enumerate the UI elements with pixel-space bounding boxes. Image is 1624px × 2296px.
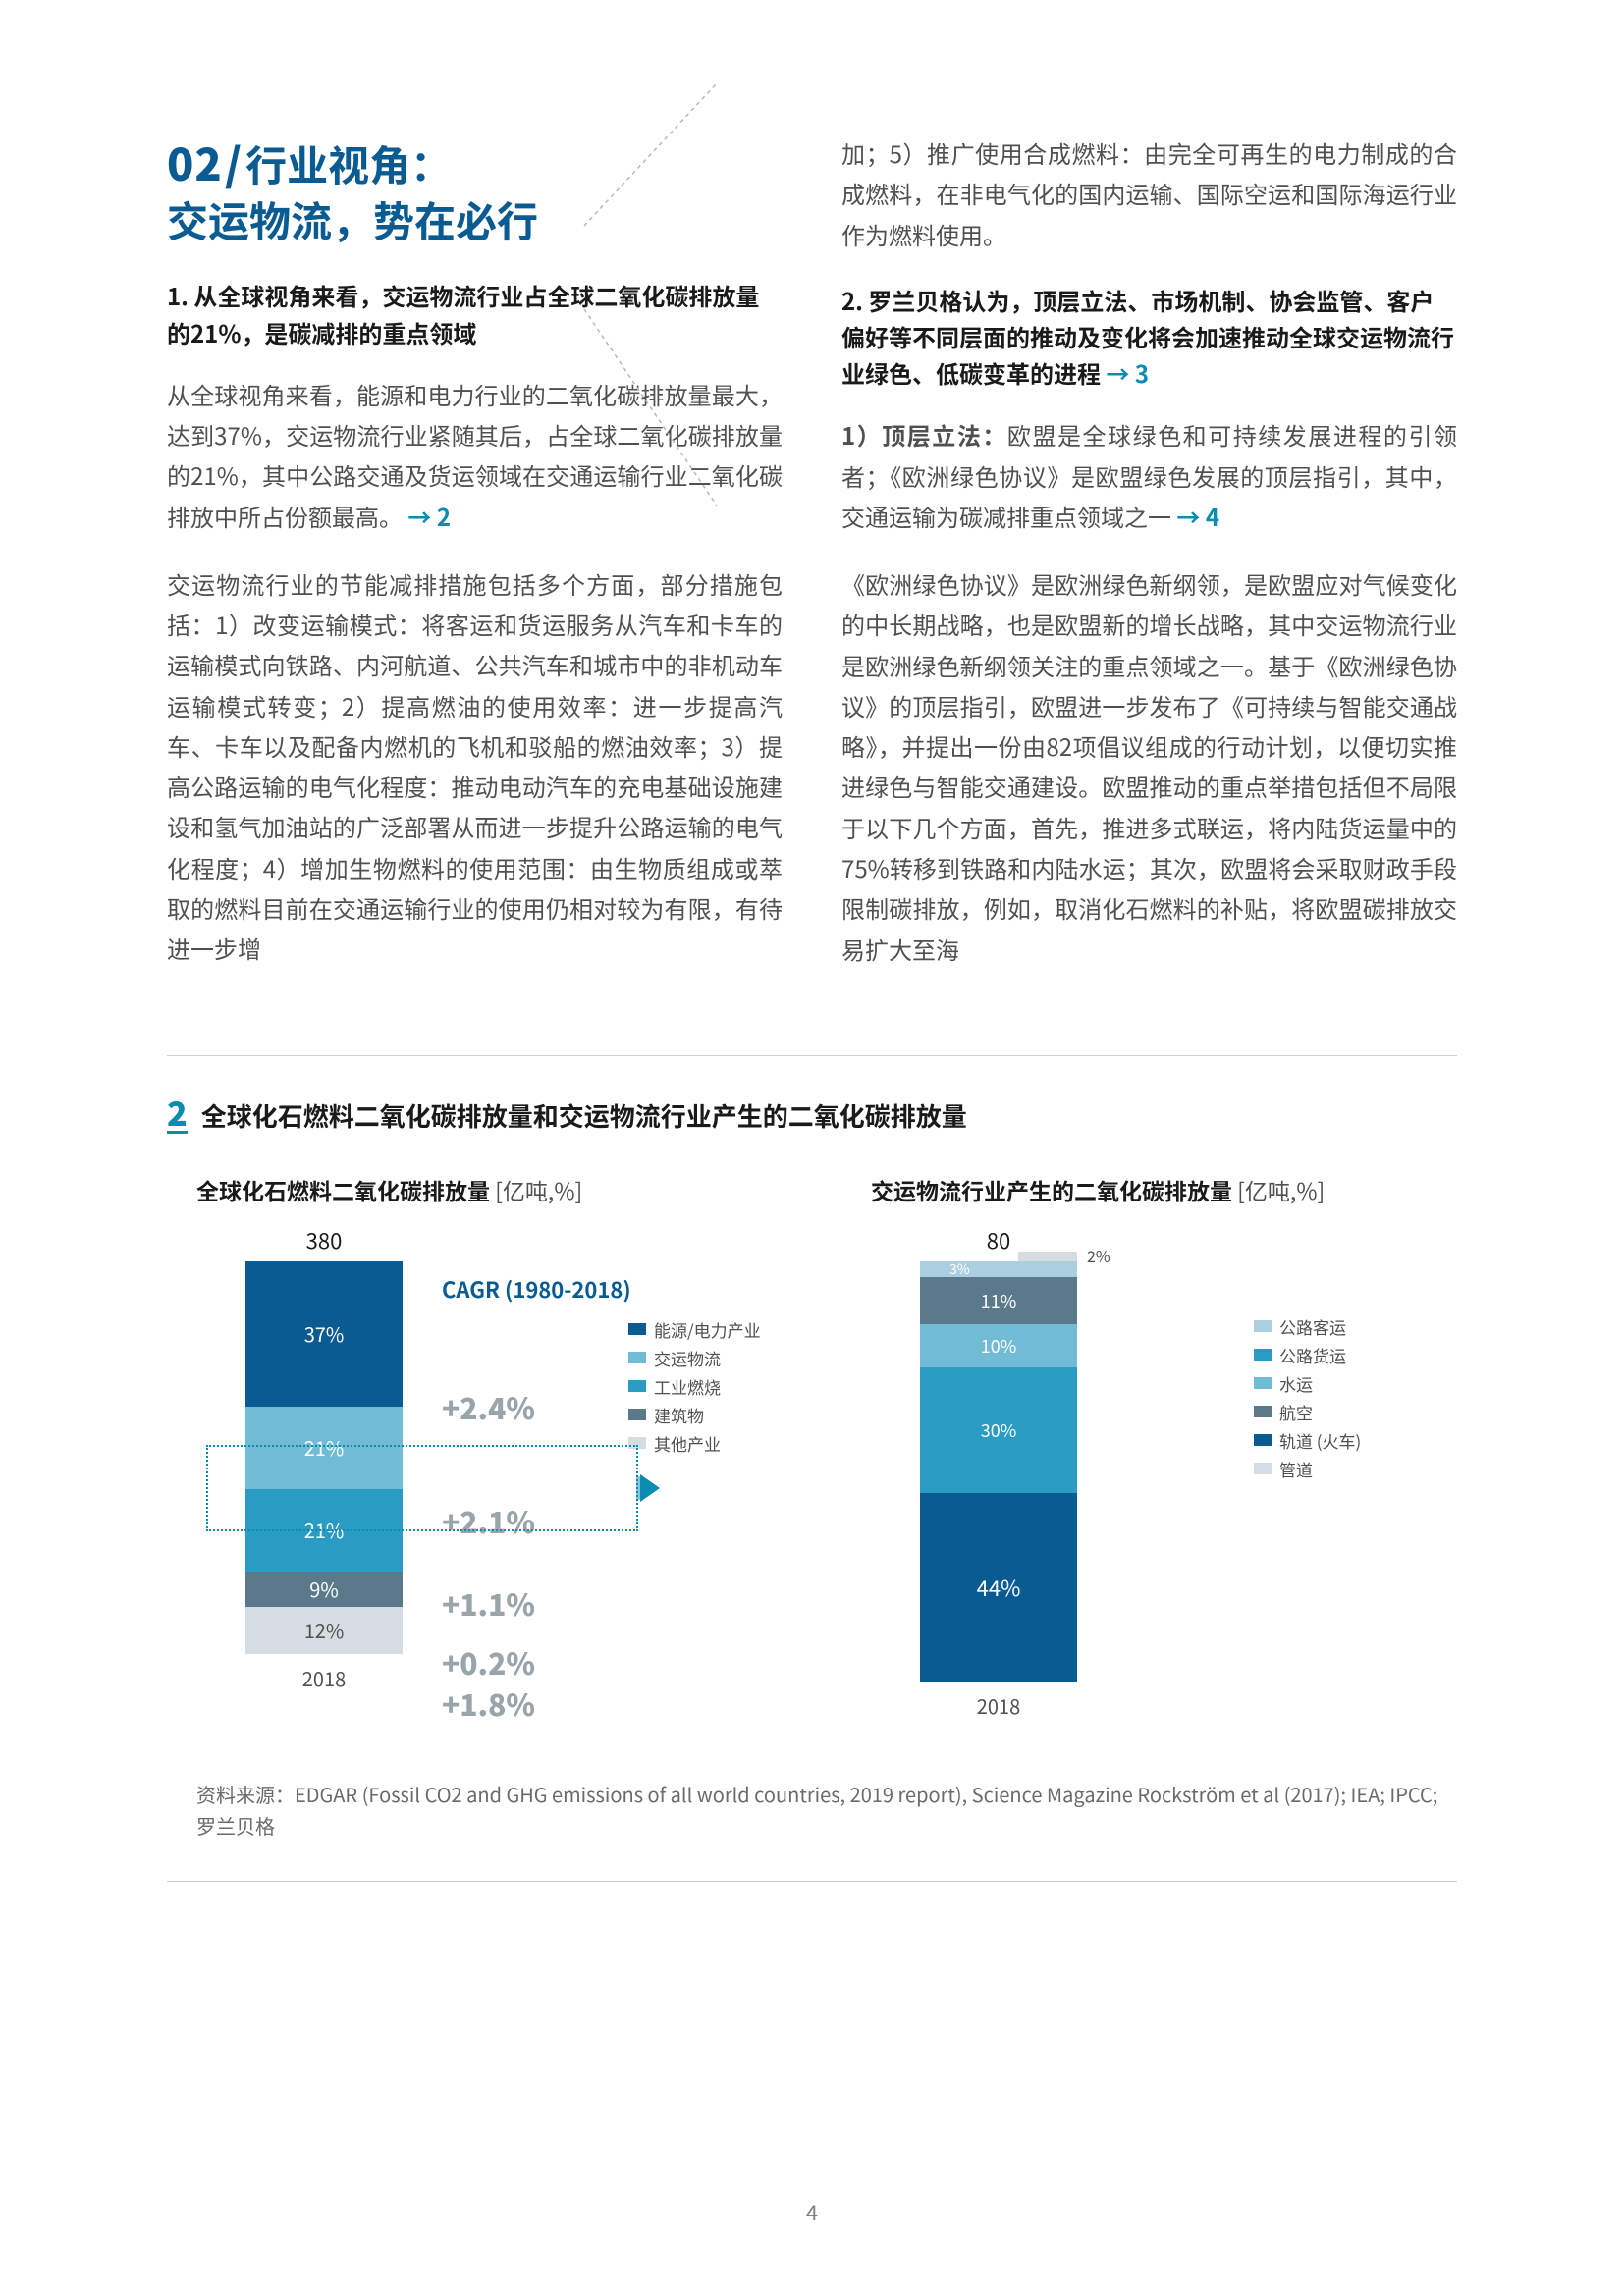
title-line-2: 交运物流，势在必行 (167, 189, 538, 249)
paragraph-right-1: 1）顶层立法：欧盟是全球绿色和可持续发展进程的引领者；《欧洲绿色协议》是欧盟绿色… (841, 414, 1457, 536)
chart-bottom-divider (167, 1881, 1457, 1882)
chart-left: 全球化石燃料二氧化碳排放量 [亿吨,%] 380 37%21%21%9%12% … (196, 1173, 783, 1720)
chart-right-title-text: 交运物流行业产生的二氧化碳排放量 (871, 1173, 1232, 1206)
legend-item: 建筑物 (628, 1403, 761, 1427)
legend-label: 公路客运 (1279, 1314, 1346, 1339)
cagr-value: +1.1% (442, 1562, 609, 1644)
chart-index: 2 (167, 1095, 188, 1134)
bar-segment: 9% (245, 1572, 403, 1607)
column-right: 加；5）推广使用合成燃料：由完全可再生的电力制成的合成燃料，在非电气化的国内运输… (841, 133, 1457, 996)
legend-label: 管道 (1279, 1457, 1313, 1481)
bar-segment-side (1018, 1252, 1077, 1261)
bar-segment: 44% (920, 1493, 1077, 1682)
legend-item: 工业燃烧 (628, 1374, 761, 1399)
legend-swatch (1254, 1434, 1272, 1446)
legend-swatch (1254, 1463, 1272, 1474)
legend-label: 轨道 (火车) (1279, 1428, 1361, 1453)
chart-left-body: 380 37%21%21%9%12% 2018 CAGR (1980-2018)… (196, 1224, 783, 1692)
legend-swatch (1254, 1320, 1272, 1332)
charts-row: 全球化石燃料二氧化碳排放量 [亿吨,%] 380 37%21%21%9%12% … (167, 1173, 1457, 1720)
legend-swatch (628, 1409, 646, 1420)
section-title: 02/行业视角： 交运物流，势在必行 (167, 133, 783, 247)
legend-label: 工业燃烧 (654, 1374, 721, 1399)
legend-item: 其他产业 (628, 1431, 761, 1456)
two-column-layout: 02/行业视角： 交运物流，势在必行 1. 从全球视角来看，交运物流行业占全球二… (167, 133, 1457, 996)
chart-right-title: 交运物流行业产生的二氧化碳排放量 [亿吨,%] (871, 1173, 1457, 1206)
legend-swatch (1254, 1377, 1272, 1389)
paragraph-1: 从全球视角来看，能源和电力行业的二氧化碳排放量最大，达到37%，交运物流行业紧随… (167, 374, 783, 536)
paragraph-1-text: 从全球视角来看，能源和电力行业的二氧化碳排放量最大，达到37%，交运物流行业紧随… (167, 377, 783, 533)
bar-segment: 11% (920, 1277, 1077, 1324)
left-total: 380 (245, 1224, 403, 1255)
legend-label: 建筑物 (654, 1403, 704, 1427)
chart-left-title: 全球化石燃料二氧化碳排放量 [亿吨,%] (196, 1173, 783, 1206)
ref-link-3[interactable]: → 3 (1106, 355, 1149, 390)
section-slash: / (223, 130, 245, 193)
page: 02/行业视角： 交运物流，势在必行 1. 从全球视角来看，交运物流行业占全球二… (0, 0, 1624, 2296)
legend-label: 航空 (1279, 1400, 1313, 1424)
right-stacked-bar: 3%2%11%10%30%44% (920, 1261, 1077, 1682)
legend-swatch (628, 1323, 646, 1335)
chart-left-legend: 能源/电力产业交运物流工业燃烧建筑物其他产业 (628, 1317, 761, 1460)
legend-swatch (1254, 1406, 1272, 1417)
source-label: 资料来源： (196, 1780, 295, 1808)
chart-right-body: 80 3%2%11%10%30%44% 2018 公路客运公路货运水运航空轨道 … (871, 1224, 1457, 1720)
cagr-value: +0.2% (442, 1644, 609, 1680)
legend-label: 能源/电力产业 (654, 1317, 761, 1342)
legend-item: 能源/电力产业 (628, 1317, 761, 1342)
bar-segment: 3%2% (920, 1261, 1077, 1277)
chart-caption: 2 全球化石燃料二氧化碳排放量和交运物流行业产生的二氧化碳排放量 (167, 1095, 1457, 1134)
legend-swatch (628, 1352, 646, 1363)
legend-label: 其他产业 (654, 1431, 721, 1456)
chart-block: 2 全球化石燃料二氧化碳排放量和交运物流行业产生的二氧化碳排放量 全球化石燃料二… (167, 1095, 1457, 1882)
legend-item: 管道 (1254, 1457, 1361, 1481)
ref-link-4[interactable]: → 4 (1176, 499, 1219, 533)
bar-segment: 10% (920, 1324, 1077, 1367)
page-number: 4 (0, 2196, 1624, 2227)
ref-link-2[interactable]: → 2 (407, 499, 451, 533)
cagr-value: +1.8% (442, 1680, 609, 1727)
legend-item: 公路货运 (1254, 1343, 1361, 1367)
bar-segment-side-label: 2% (1087, 1244, 1110, 1267)
legend-item: 水运 (1254, 1371, 1361, 1396)
chart-left-unit: [亿吨,%] (490, 1173, 582, 1206)
chart-right-legend: 公路客运公路货运水运航空轨道 (火车) 管道 (1254, 1314, 1361, 1485)
legend-item: 轨道 (火车) (1254, 1428, 1361, 1453)
legend-item: 航空 (1254, 1400, 1361, 1424)
chart-source: 资料来源：EDGAR (Fossil CO2 and GHG emissions… (167, 1779, 1457, 1842)
legend-label: 水运 (1279, 1371, 1313, 1396)
para-r1-label: 1）顶层立法： (841, 417, 1007, 452)
section-number: 02 (167, 130, 223, 193)
connector-arrow-icon (640, 1474, 660, 1502)
highlight-box (206, 1445, 638, 1531)
chart-caption-text: 全球化石燃料二氧化碳排放量和交运物流行业产生的二氧化碳排放量 (201, 1097, 967, 1134)
chart-left-title-text: 全球化石燃料二氧化碳排放量 (196, 1173, 490, 1206)
legend-swatch (1254, 1349, 1272, 1361)
subheading-1: 1. 从全球视角来看，交运物流行业占全球二氧化碳排放量的21%，是碳减排的重点领… (167, 277, 783, 349)
legend-item: 交运物流 (628, 1346, 761, 1370)
chart-right: 交运物流行业产生的二氧化碳排放量 [亿吨,%] 80 3%2%11%10%30%… (871, 1173, 1457, 1720)
bar-segment: 12% (245, 1607, 403, 1654)
subheading-1-text: 1. 从全球视角来看，交运物流行业占全球二氧化碳排放量的21%，是碳减排的重点领… (167, 278, 759, 348)
legend-item: 公路客运 (1254, 1314, 1361, 1339)
legend-swatch (628, 1380, 646, 1392)
section-divider (167, 1055, 1457, 1056)
legend-label: 公路货运 (1279, 1343, 1346, 1367)
right-year: 2018 (920, 1691, 1077, 1720)
left-year: 2018 (245, 1664, 403, 1692)
paragraph-right-0: 加；5）推广使用合成燃料：由完全可再生的电力制成的合成燃料，在非电气化的国内运输… (841, 133, 1457, 254)
legend-label: 交运物流 (654, 1346, 721, 1370)
bar-segment: 37% (245, 1261, 403, 1407)
subheading-2: 2. 罗兰贝格认为，顶层立法、市场机制、协会监管、客户偏好等不同层面的推动及变化… (841, 282, 1457, 392)
paragraph-right-2: 《欧洲绿色协议》是欧洲绿色新纲领，是欧盟应对气候变化的中长期战略，也是欧盟新的增… (841, 563, 1457, 969)
column-left: 02/行业视角： 交运物流，势在必行 1. 从全球视角来看，交运物流行业占全球二… (167, 133, 783, 996)
paragraph-2: 交运物流行业的节能减排措施包括多个方面，部分措施包括：1）改变运输模式：将客运和… (167, 563, 783, 969)
chart-right-unit: [亿吨,%] (1232, 1173, 1325, 1206)
cagr-title: CAGR (1980-2018) (442, 1273, 609, 1305)
source-text: EDGAR (Fossil CO2 and GHG emissions of a… (196, 1780, 1437, 1840)
bar-segment: 30% (920, 1367, 1077, 1493)
title-line-1: 行业视角： (245, 133, 452, 193)
